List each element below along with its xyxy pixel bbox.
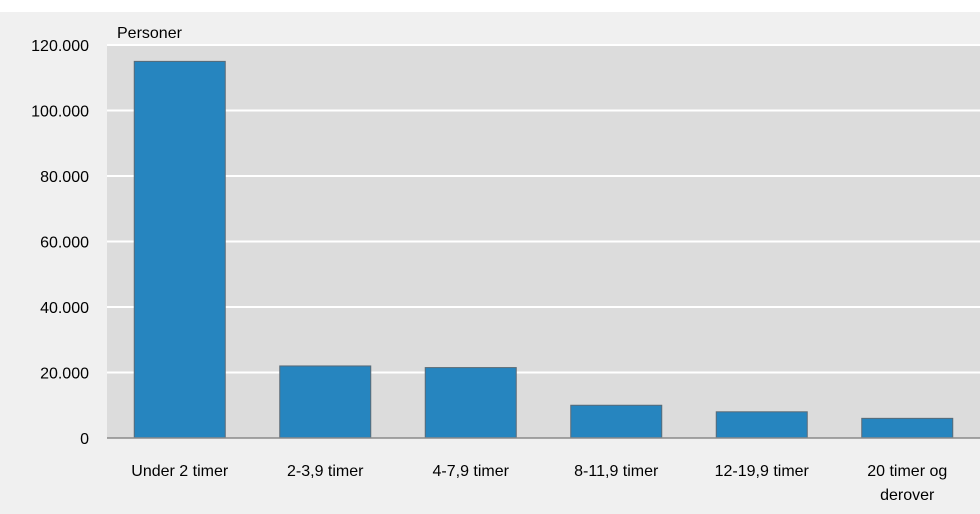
x-tick-label: Under 2 timer [131,463,229,480]
bar [715,411,808,439]
x-tick-label: 12-19,9 timer [715,463,810,480]
bar [133,60,226,439]
y-tick-label: 60.000 [40,235,89,252]
y-tick-label: 120.000 [31,38,89,55]
x-tick-labels: Under 2 timer 2-3,9 timer 4-7,9 timer 8-11,… [131,463,947,504]
gridlines [107,44,980,374]
bar [861,417,954,439]
bar-chart: 020.00040.00060.00080.000100.000120.000 … [31,25,980,504]
bar [570,404,663,439]
bar [279,365,372,439]
chart-container: 0 20.000 40.000 60.000 80.000 100.000 120.000 … [0,12,980,514]
y-tick-label: 100.000 [31,104,89,121]
y-tick-labels: 0 20.000 40.000 60.000 80.000 100.000 120.000 [31,38,89,448]
x-tick-label: 8-11,9 timer [574,463,659,480]
x-tick-label: 4-7,9 timer [433,463,510,480]
y-unit-label: Personer [117,25,183,42]
x-tick-label: 20 timer og derover [867,463,947,504]
y-tick-label: 40.000 [40,300,89,317]
y-tick-label: 20.000 [40,366,89,383]
y-tick-label: 0 [80,431,89,448]
y-tick-label: 80.000 [40,169,89,186]
x-tick-label: 2-3,9 timer [287,463,364,480]
bar [424,367,517,439]
bars [133,60,954,439]
